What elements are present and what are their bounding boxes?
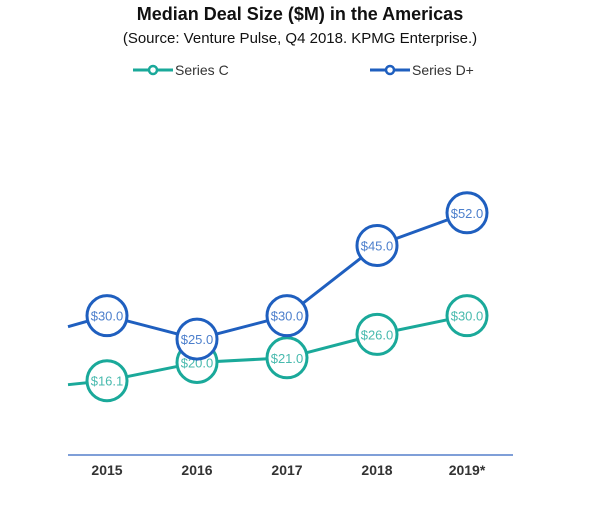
data-label: $16.1	[91, 374, 124, 389]
data-label: $21.0	[271, 351, 304, 366]
data-point	[445, 294, 489, 338]
data-label: $26.0	[361, 327, 394, 342]
x-tick-label: 2018	[361, 462, 392, 478]
data-label: $30.0	[271, 309, 304, 324]
legend-marker	[147, 64, 159, 76]
legend-marker	[384, 64, 396, 76]
chart-title: Median Deal Size ($M) in the Americas	[136, 4, 464, 24]
data-point	[355, 224, 399, 268]
x-tick-label: 2015	[91, 462, 122, 478]
data-point	[355, 312, 399, 356]
data-point	[85, 359, 129, 403]
x-tick-label: 2017	[271, 462, 302, 478]
data-label: $30.0	[91, 309, 124, 324]
data-label: $45.0	[361, 239, 394, 254]
data-point	[175, 317, 219, 361]
data-label: $30.0	[451, 309, 484, 324]
x-tick-label: 2016	[181, 462, 212, 478]
data-label: $20.0	[181, 355, 214, 370]
data-label: $25.0	[181, 332, 214, 347]
chart-subtitle: (Source: Venture Pulse, Q4 2018. KPMG En…	[122, 30, 478, 47]
x-tick-label: 2019*	[449, 462, 486, 478]
legend-label: Series D+	[412, 62, 474, 78]
data-label: $52.0	[451, 206, 484, 221]
data-point	[265, 294, 309, 338]
data-point	[445, 191, 489, 235]
data-point	[85, 294, 129, 338]
data-point	[265, 336, 309, 380]
legend-label: Series C	[175, 62, 229, 78]
